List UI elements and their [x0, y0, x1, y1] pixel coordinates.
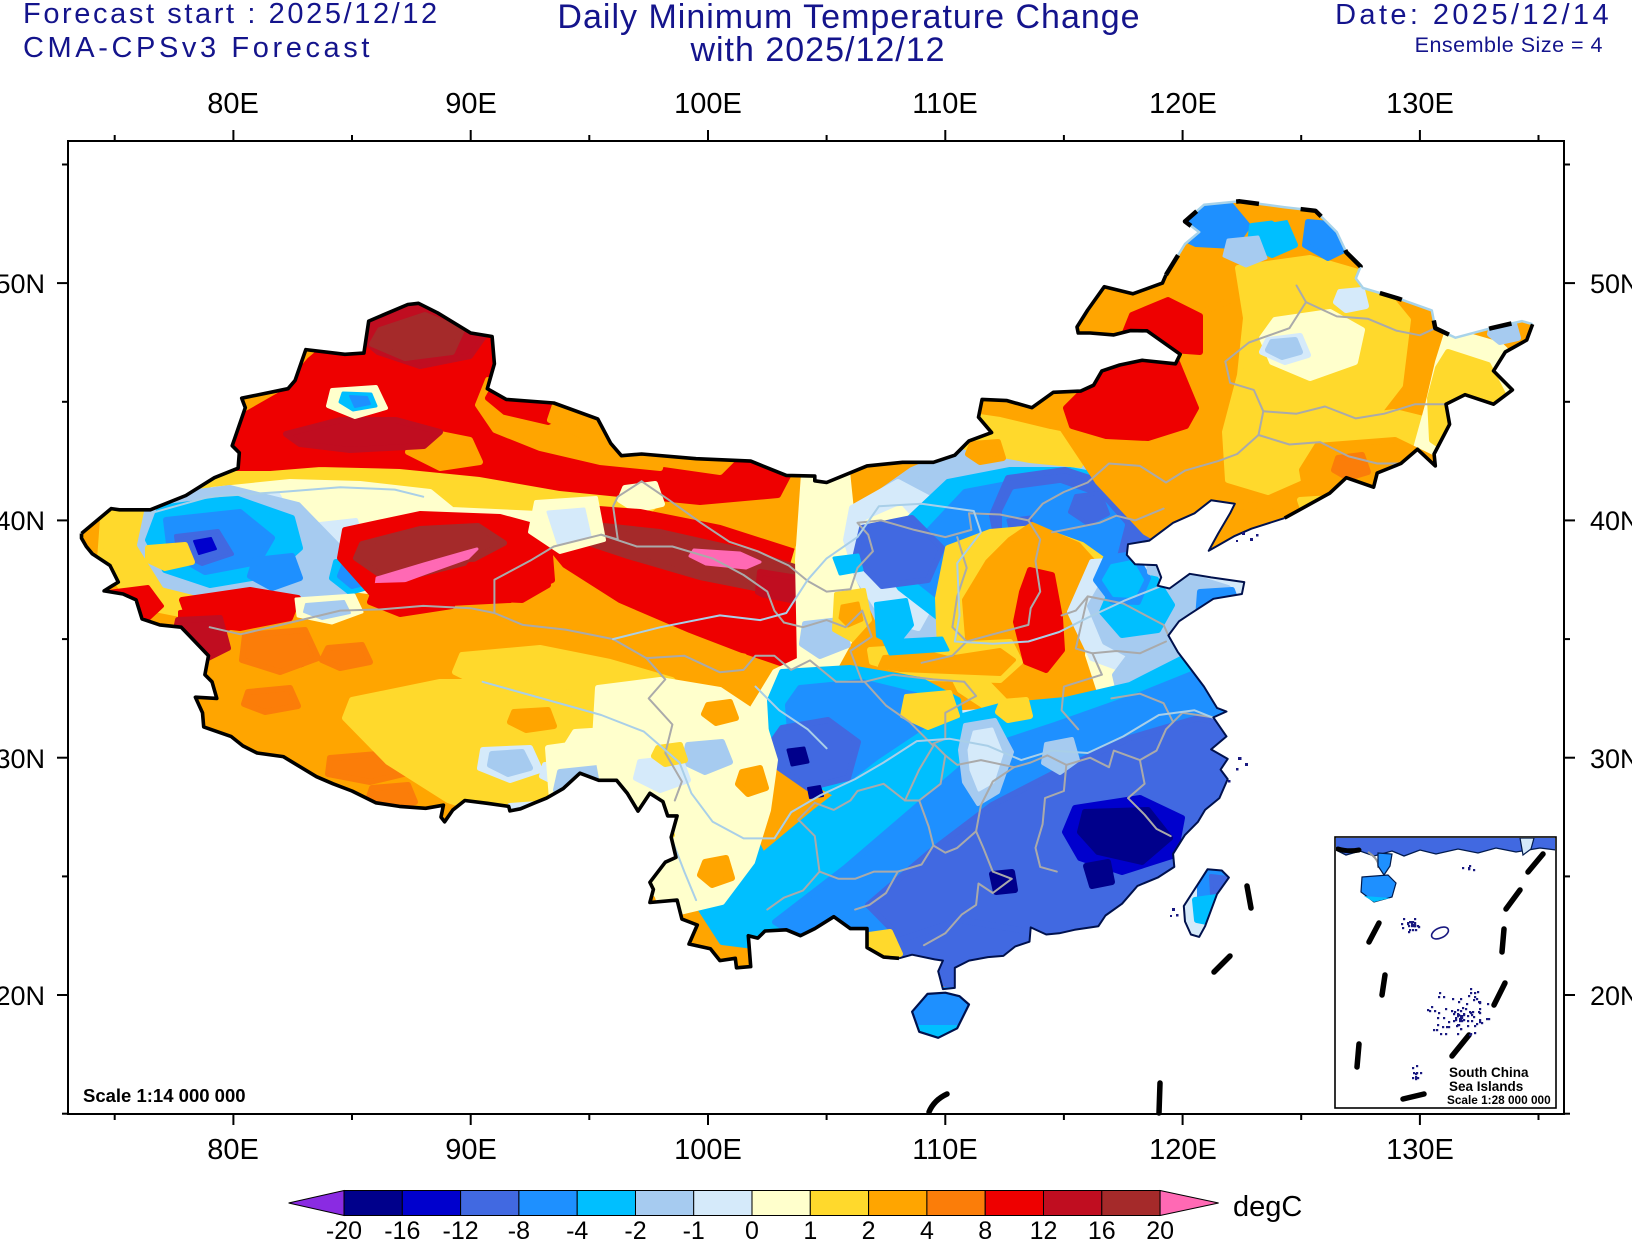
- svg-text:-1: -1: [683, 1217, 705, 1241]
- svg-text:Forecast start : 2025/12/12: Forecast start : 2025/12/12: [23, 0, 440, 30]
- svg-text:2: 2: [862, 1217, 876, 1241]
- svg-text:110E: 110E: [912, 1134, 978, 1166]
- svg-text:Date: 2025/12/14: Date: 2025/12/14: [1335, 0, 1612, 31]
- svg-text:-8: -8: [508, 1217, 530, 1241]
- svg-text:20: 20: [1146, 1217, 1174, 1241]
- svg-text:16: 16: [1088, 1217, 1116, 1241]
- svg-text:Daily Minimum Temperature Chan: Daily Minimum Temperature Change: [557, 0, 1140, 36]
- svg-text:80E: 80E: [207, 88, 259, 120]
- svg-text:40N: 40N: [0, 506, 45, 536]
- svg-text:30N: 30N: [1590, 744, 1632, 774]
- svg-text:0: 0: [745, 1217, 759, 1241]
- svg-text:CMA-CPSv3 Forecast: CMA-CPSv3 Forecast: [23, 32, 373, 64]
- svg-text:8: 8: [978, 1217, 992, 1241]
- svg-text:90E: 90E: [445, 1134, 497, 1166]
- svg-text:20N: 20N: [1590, 981, 1632, 1011]
- svg-text:100E: 100E: [674, 1134, 742, 1166]
- svg-text:50N: 50N: [0, 269, 45, 299]
- svg-text:90E: 90E: [445, 88, 497, 120]
- svg-text:Scale 1:14 000 000: Scale 1:14 000 000: [83, 1085, 246, 1106]
- svg-text:1: 1: [803, 1217, 817, 1241]
- svg-text:with 2025/12/12: with 2025/12/12: [689, 31, 945, 69]
- svg-text:-4: -4: [566, 1217, 588, 1241]
- svg-text:-2: -2: [624, 1217, 646, 1241]
- svg-text:130E: 130E: [1386, 1134, 1454, 1166]
- svg-text:Ensemble Size = 4: Ensemble Size = 4: [1415, 33, 1603, 57]
- svg-text:130E: 130E: [1386, 88, 1454, 120]
- svg-text:-20: -20: [326, 1217, 362, 1241]
- svg-text:4: 4: [920, 1217, 934, 1241]
- svg-text:100E: 100E: [674, 88, 742, 120]
- svg-text:80E: 80E: [207, 1134, 259, 1166]
- svg-text:30N: 30N: [0, 744, 45, 774]
- svg-text:40N: 40N: [1590, 506, 1632, 536]
- svg-text:12: 12: [1030, 1217, 1058, 1241]
- svg-text:120E: 120E: [1149, 1134, 1217, 1166]
- svg-text:50N: 50N: [1590, 269, 1632, 299]
- svg-text:Scale 1:28 000 000: Scale 1:28 000 000: [1447, 1093, 1551, 1107]
- svg-text:110E: 110E: [912, 88, 978, 120]
- svg-text:120E: 120E: [1149, 88, 1217, 120]
- svg-text:Sea Islands: Sea Islands: [1449, 1079, 1523, 1094]
- svg-text:-16: -16: [384, 1217, 420, 1241]
- svg-text:-12: -12: [443, 1217, 479, 1241]
- svg-text:degC: degC: [1233, 1191, 1302, 1223]
- svg-text:20N: 20N: [0, 981, 45, 1011]
- svg-text:South China: South China: [1449, 1065, 1529, 1080]
